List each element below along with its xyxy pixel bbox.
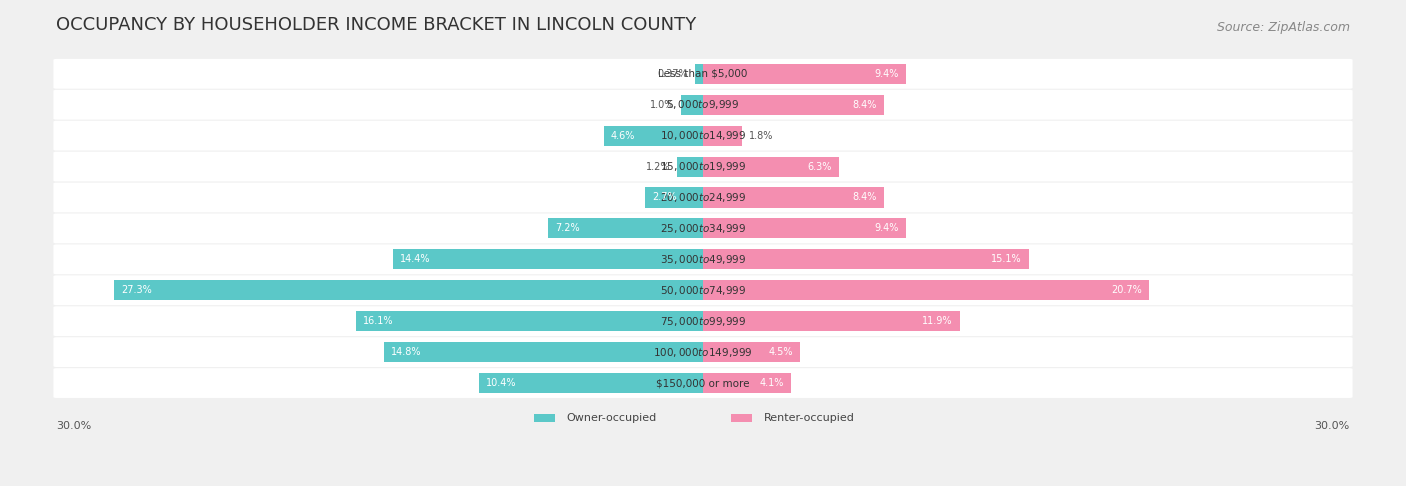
FancyBboxPatch shape: [53, 244, 1353, 274]
Bar: [548, 218, 703, 239]
FancyBboxPatch shape: [53, 121, 1353, 151]
Bar: [703, 125, 742, 146]
Bar: [392, 249, 703, 269]
FancyBboxPatch shape: [53, 59, 1353, 88]
Text: Renter-occupied: Renter-occupied: [763, 413, 855, 423]
Text: 6.3%: 6.3%: [807, 161, 832, 172]
Bar: [703, 280, 1149, 300]
Text: 8.4%: 8.4%: [852, 100, 877, 110]
Text: 4.6%: 4.6%: [610, 131, 636, 140]
FancyBboxPatch shape: [53, 183, 1353, 212]
Text: 15.1%: 15.1%: [991, 254, 1022, 264]
Text: 30.0%: 30.0%: [56, 421, 91, 431]
Text: OCCUPANCY BY HOUSEHOLDER INCOME BRACKET IN LINCOLN COUNTY: OCCUPANCY BY HOUSEHOLDER INCOME BRACKET …: [56, 16, 696, 34]
Bar: [703, 373, 792, 393]
Text: 1.0%: 1.0%: [650, 100, 675, 110]
Text: $150,000 or more: $150,000 or more: [657, 378, 749, 388]
Bar: [703, 64, 905, 84]
Text: 14.4%: 14.4%: [399, 254, 430, 264]
Bar: [114, 280, 703, 300]
Text: $10,000 to $14,999: $10,000 to $14,999: [659, 129, 747, 142]
Bar: [678, 156, 703, 176]
Text: 10.4%: 10.4%: [486, 378, 516, 388]
FancyBboxPatch shape: [53, 337, 1353, 367]
FancyBboxPatch shape: [53, 152, 1353, 181]
Text: $15,000 to $19,999: $15,000 to $19,999: [659, 160, 747, 173]
Bar: [731, 414, 752, 421]
Bar: [703, 156, 839, 176]
FancyBboxPatch shape: [53, 213, 1353, 243]
Text: 8.4%: 8.4%: [852, 192, 877, 203]
Text: $100,000 to $149,999: $100,000 to $149,999: [654, 346, 752, 359]
Text: 20.7%: 20.7%: [1112, 285, 1142, 295]
Text: Less than $5,000: Less than $5,000: [658, 69, 748, 79]
Text: 1.2%: 1.2%: [645, 161, 671, 172]
Text: 0.37%: 0.37%: [658, 69, 688, 79]
Text: 11.9%: 11.9%: [922, 316, 952, 326]
Bar: [384, 342, 703, 362]
Text: $25,000 to $34,999: $25,000 to $34,999: [659, 222, 747, 235]
Text: Source: ZipAtlas.com: Source: ZipAtlas.com: [1216, 21, 1350, 34]
Bar: [479, 373, 703, 393]
Text: 27.3%: 27.3%: [121, 285, 152, 295]
Bar: [703, 188, 884, 208]
Bar: [356, 311, 703, 331]
Bar: [703, 311, 959, 331]
Text: 1.8%: 1.8%: [749, 131, 773, 140]
Bar: [682, 95, 703, 115]
Text: $35,000 to $49,999: $35,000 to $49,999: [659, 253, 747, 266]
Text: 7.2%: 7.2%: [555, 224, 579, 233]
Text: $5,000 to $9,999: $5,000 to $9,999: [666, 98, 740, 111]
Text: 14.8%: 14.8%: [391, 347, 422, 357]
Text: 30.0%: 30.0%: [1315, 421, 1350, 431]
Bar: [703, 95, 884, 115]
Text: 2.7%: 2.7%: [652, 192, 676, 203]
Bar: [703, 249, 1029, 269]
FancyBboxPatch shape: [53, 90, 1353, 120]
Text: 4.1%: 4.1%: [761, 378, 785, 388]
FancyBboxPatch shape: [53, 276, 1353, 305]
Text: 16.1%: 16.1%: [363, 316, 394, 326]
Bar: [534, 414, 555, 421]
Bar: [703, 342, 800, 362]
Text: 9.4%: 9.4%: [875, 69, 898, 79]
Text: 4.5%: 4.5%: [769, 347, 793, 357]
Text: Owner-occupied: Owner-occupied: [567, 413, 657, 423]
Text: $50,000 to $74,999: $50,000 to $74,999: [659, 284, 747, 297]
Bar: [645, 188, 703, 208]
FancyBboxPatch shape: [53, 306, 1353, 336]
Bar: [695, 64, 703, 84]
Bar: [603, 125, 703, 146]
Text: $75,000 to $99,999: $75,000 to $99,999: [659, 315, 747, 328]
FancyBboxPatch shape: [53, 368, 1353, 398]
Bar: [703, 218, 905, 239]
Text: 9.4%: 9.4%: [875, 224, 898, 233]
Text: $20,000 to $24,999: $20,000 to $24,999: [659, 191, 747, 204]
